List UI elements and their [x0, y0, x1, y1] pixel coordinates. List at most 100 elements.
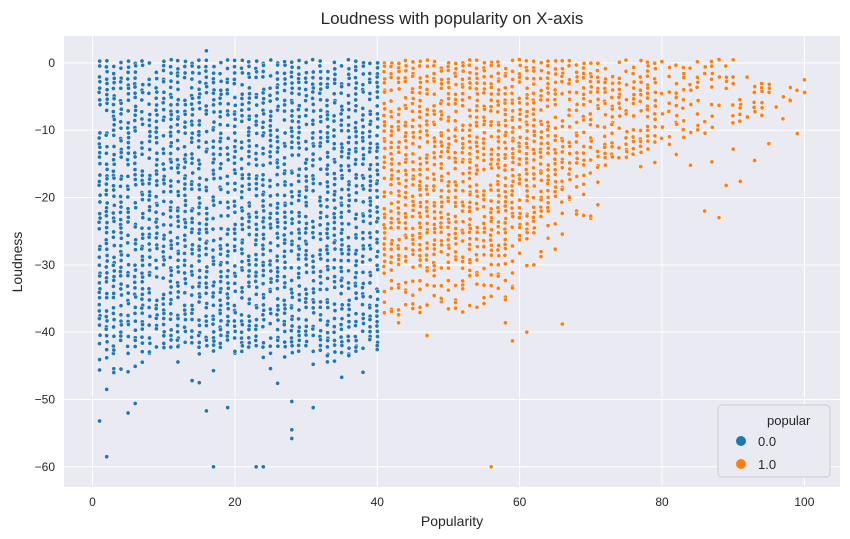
data-point — [218, 146, 223, 151]
data-point — [325, 138, 330, 144]
data-point — [531, 183, 537, 189]
data-point — [318, 166, 324, 172]
data-point — [724, 74, 729, 80]
data-point — [175, 122, 180, 128]
data-point — [147, 176, 152, 182]
data-point — [225, 57, 230, 63]
data-point — [510, 270, 515, 276]
data-point — [289, 64, 295, 70]
data-point — [381, 206, 387, 212]
data-point — [289, 221, 295, 226]
data-point — [210, 160, 216, 166]
data-point — [318, 343, 323, 348]
data-point — [247, 95, 252, 101]
data-point — [111, 255, 117, 260]
data-point — [282, 209, 288, 215]
data-point — [189, 63, 195, 69]
data-point — [182, 237, 188, 243]
data-point — [175, 87, 181, 92]
data-point — [702, 71, 708, 76]
data-point — [104, 270, 110, 276]
data-point — [403, 254, 409, 259]
data-point — [652, 124, 658, 130]
data-point — [275, 269, 281, 275]
data-point — [524, 136, 530, 141]
data-point — [709, 76, 714, 82]
data-point — [297, 297, 302, 303]
data-point — [517, 197, 522, 203]
data-point — [324, 214, 330, 219]
data-point — [680, 105, 686, 111]
data-point — [261, 63, 266, 68]
data-point — [189, 76, 195, 82]
data-point — [246, 154, 252, 159]
data-point — [182, 258, 188, 263]
data-point — [161, 236, 167, 242]
data-point — [446, 259, 451, 265]
data-point — [253, 257, 259, 263]
data-point — [338, 111, 344, 117]
data-point — [510, 138, 516, 144]
data-point — [375, 267, 381, 272]
data-point — [125, 162, 131, 167]
data-point — [253, 75, 259, 80]
data-point — [104, 96, 110, 102]
data-point — [439, 242, 444, 248]
data-point — [196, 195, 202, 201]
data-point — [104, 220, 110, 225]
data-point — [118, 264, 124, 270]
data-point — [225, 285, 231, 291]
data-point — [175, 73, 180, 79]
data-point — [716, 57, 722, 62]
data-point — [176, 170, 181, 176]
data-point — [289, 118, 295, 124]
data-point — [204, 211, 210, 216]
data-point — [254, 162, 259, 168]
data-point — [289, 182, 294, 188]
data-point — [217, 289, 223, 295]
data-point — [232, 123, 238, 129]
data-point — [418, 204, 423, 209]
data-point — [161, 68, 166, 73]
data-point — [609, 95, 615, 100]
data-point — [702, 130, 708, 136]
data-point — [139, 270, 145, 276]
data-point — [332, 301, 337, 307]
data-point — [467, 70, 473, 76]
data-point — [275, 343, 281, 349]
data-point — [154, 102, 159, 108]
data-point — [246, 224, 252, 230]
data-point — [196, 351, 202, 357]
data-point — [232, 77, 237, 82]
data-point — [311, 310, 317, 316]
data-point — [161, 311, 167, 316]
data-point — [396, 220, 402, 225]
data-point — [381, 264, 387, 269]
data-point — [339, 202, 344, 208]
data-point — [531, 138, 537, 144]
data-point — [126, 262, 131, 268]
data-point — [360, 253, 366, 259]
data-point — [289, 305, 294, 311]
data-point — [274, 70, 280, 76]
data-point — [502, 140, 508, 145]
data-point — [396, 112, 402, 117]
data-point — [133, 205, 139, 211]
data-point — [339, 230, 344, 236]
data-point — [374, 167, 380, 173]
data-point — [154, 274, 160, 280]
data-point — [453, 127, 458, 133]
data-point — [268, 138, 273, 143]
data-point — [502, 85, 508, 91]
data-point — [396, 252, 402, 258]
data-point — [224, 274, 230, 279]
data-point — [346, 251, 351, 257]
data-point — [588, 144, 593, 150]
data-point — [211, 302, 216, 308]
data-point — [516, 162, 522, 167]
data-point — [246, 280, 252, 285]
data-point — [296, 283, 302, 289]
data-point — [396, 86, 402, 92]
data-point — [730, 74, 736, 80]
x-tick-label: 20 — [228, 495, 242, 509]
